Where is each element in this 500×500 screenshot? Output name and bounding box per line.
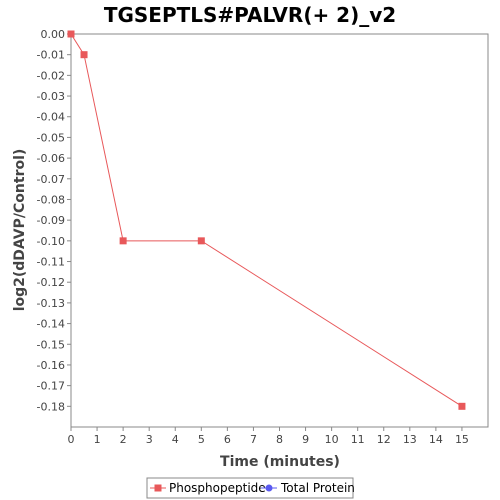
x-axis-label: Time (minutes) (220, 454, 340, 470)
data-point (458, 402, 466, 410)
y-tick-label: -0.08 (37, 193, 65, 206)
x-tick-label: 9 (302, 433, 309, 446)
x-tick-label: 7 (250, 433, 257, 446)
y-tick-label: -0.06 (37, 152, 65, 165)
x-axis: 0 1 2 3 4 5 6 7 8 9 10 11 12 13 14 15 (68, 427, 469, 446)
legend-label: Phosphopeptide (169, 481, 266, 495)
data-point (67, 30, 75, 38)
x-tick-label: 3 (146, 433, 153, 446)
legend-box (146, 477, 354, 499)
x-tick-label: 5 (198, 433, 205, 446)
chart-title: TGSEPTLS#PALVR(+ 2)_v2 (104, 3, 396, 27)
x-tick-label: 8 (276, 433, 283, 446)
y-tick-label: -0.10 (37, 235, 65, 248)
y-axis-label: log2(dDAVP/Control) (12, 149, 28, 312)
y-tick-label: -0.14 (37, 318, 65, 331)
x-tick-label: 4 (172, 433, 179, 446)
y-tick-label: -0.09 (37, 214, 65, 227)
legend: Phosphopeptide Total Protein (146, 477, 355, 499)
y-tick-label: -0.04 (37, 111, 65, 124)
x-tick-label: 14 (429, 433, 443, 446)
x-tick-label: 1 (94, 433, 101, 446)
x-tick-label: 15 (455, 433, 469, 446)
data-point (119, 237, 127, 245)
legend-label: Total Protein (280, 481, 355, 495)
data-point (197, 237, 205, 245)
y-tick-label: -0.18 (37, 400, 65, 413)
x-tick-label: 11 (351, 433, 365, 446)
x-tick-label: 6 (224, 433, 231, 446)
y-tick-label: -0.01 (37, 49, 65, 62)
legend-marker (154, 484, 162, 492)
legend-marker (265, 484, 273, 492)
y-tick-label: -0.11 (37, 256, 65, 269)
series-layer (67, 30, 466, 410)
y-axis: 0.00 -0.01 -0.02 -0.03 -0.04 -0.05 -0.06 -0.07 -… (37, 28, 71, 413)
x-tick-label: 0 (68, 433, 75, 446)
y-tick-label: -0.07 (37, 173, 65, 186)
y-tick-label: -0.02 (37, 69, 65, 82)
y-tick-label: -0.12 (37, 276, 65, 289)
x-tick-label: 13 (403, 433, 417, 446)
data-point (80, 51, 88, 59)
y-tick-label: -0.17 (37, 380, 65, 393)
x-tick-label: 2 (120, 433, 127, 446)
plot-area (70, 33, 489, 428)
y-tick-label: -0.16 (37, 359, 65, 372)
y-tick-label: -0.05 (37, 131, 65, 144)
y-tick-label: -0.15 (37, 338, 65, 351)
y-tick-label: -0.13 (37, 297, 65, 310)
y-tick-label: 0.00 (41, 28, 66, 41)
x-tick-label: 12 (377, 433, 391, 446)
x-tick-label: 10 (325, 433, 339, 446)
y-tick-label: -0.03 (37, 90, 65, 103)
